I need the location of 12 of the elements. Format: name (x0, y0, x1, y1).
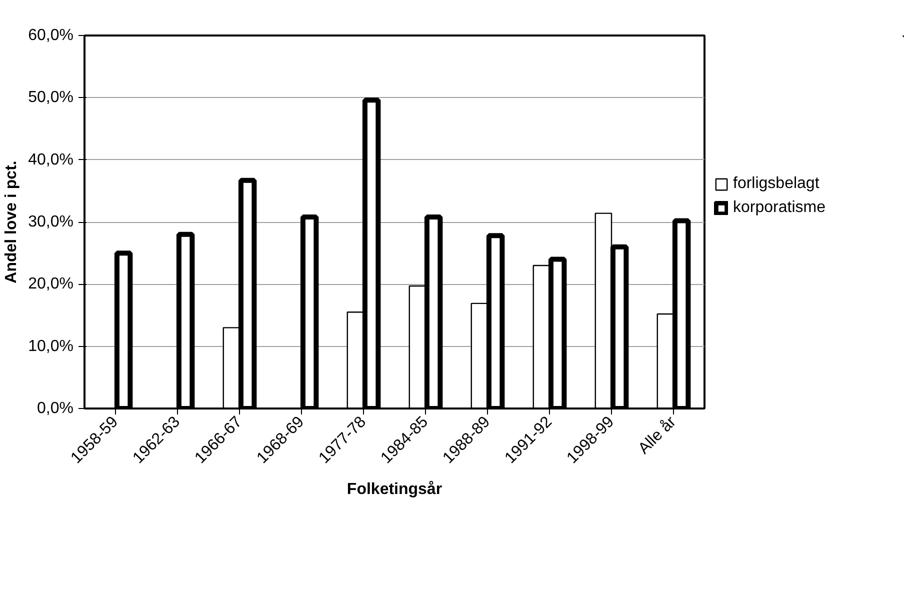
y-tick-label: 10,0% (28, 338, 74, 355)
legend-label: forligsbelagt (733, 175, 820, 193)
y-tick-label: 20,0% (28, 276, 74, 293)
legend-label: korporatisme (733, 199, 826, 217)
x-axis-title: Folketingsår (346, 480, 442, 498)
y-tick-label: 50,0% (28, 89, 74, 106)
y-tick-label: 0,0% (37, 400, 74, 417)
y-axis-title: Andel love i pct. (3, 160, 20, 284)
y-tick-label: 30,0% (28, 214, 74, 230)
y-tick-label: 40,0% (28, 151, 74, 168)
x-tick-label: Alle år (635, 413, 680, 458)
y-tick-label: 60,0% (28, 27, 74, 44)
